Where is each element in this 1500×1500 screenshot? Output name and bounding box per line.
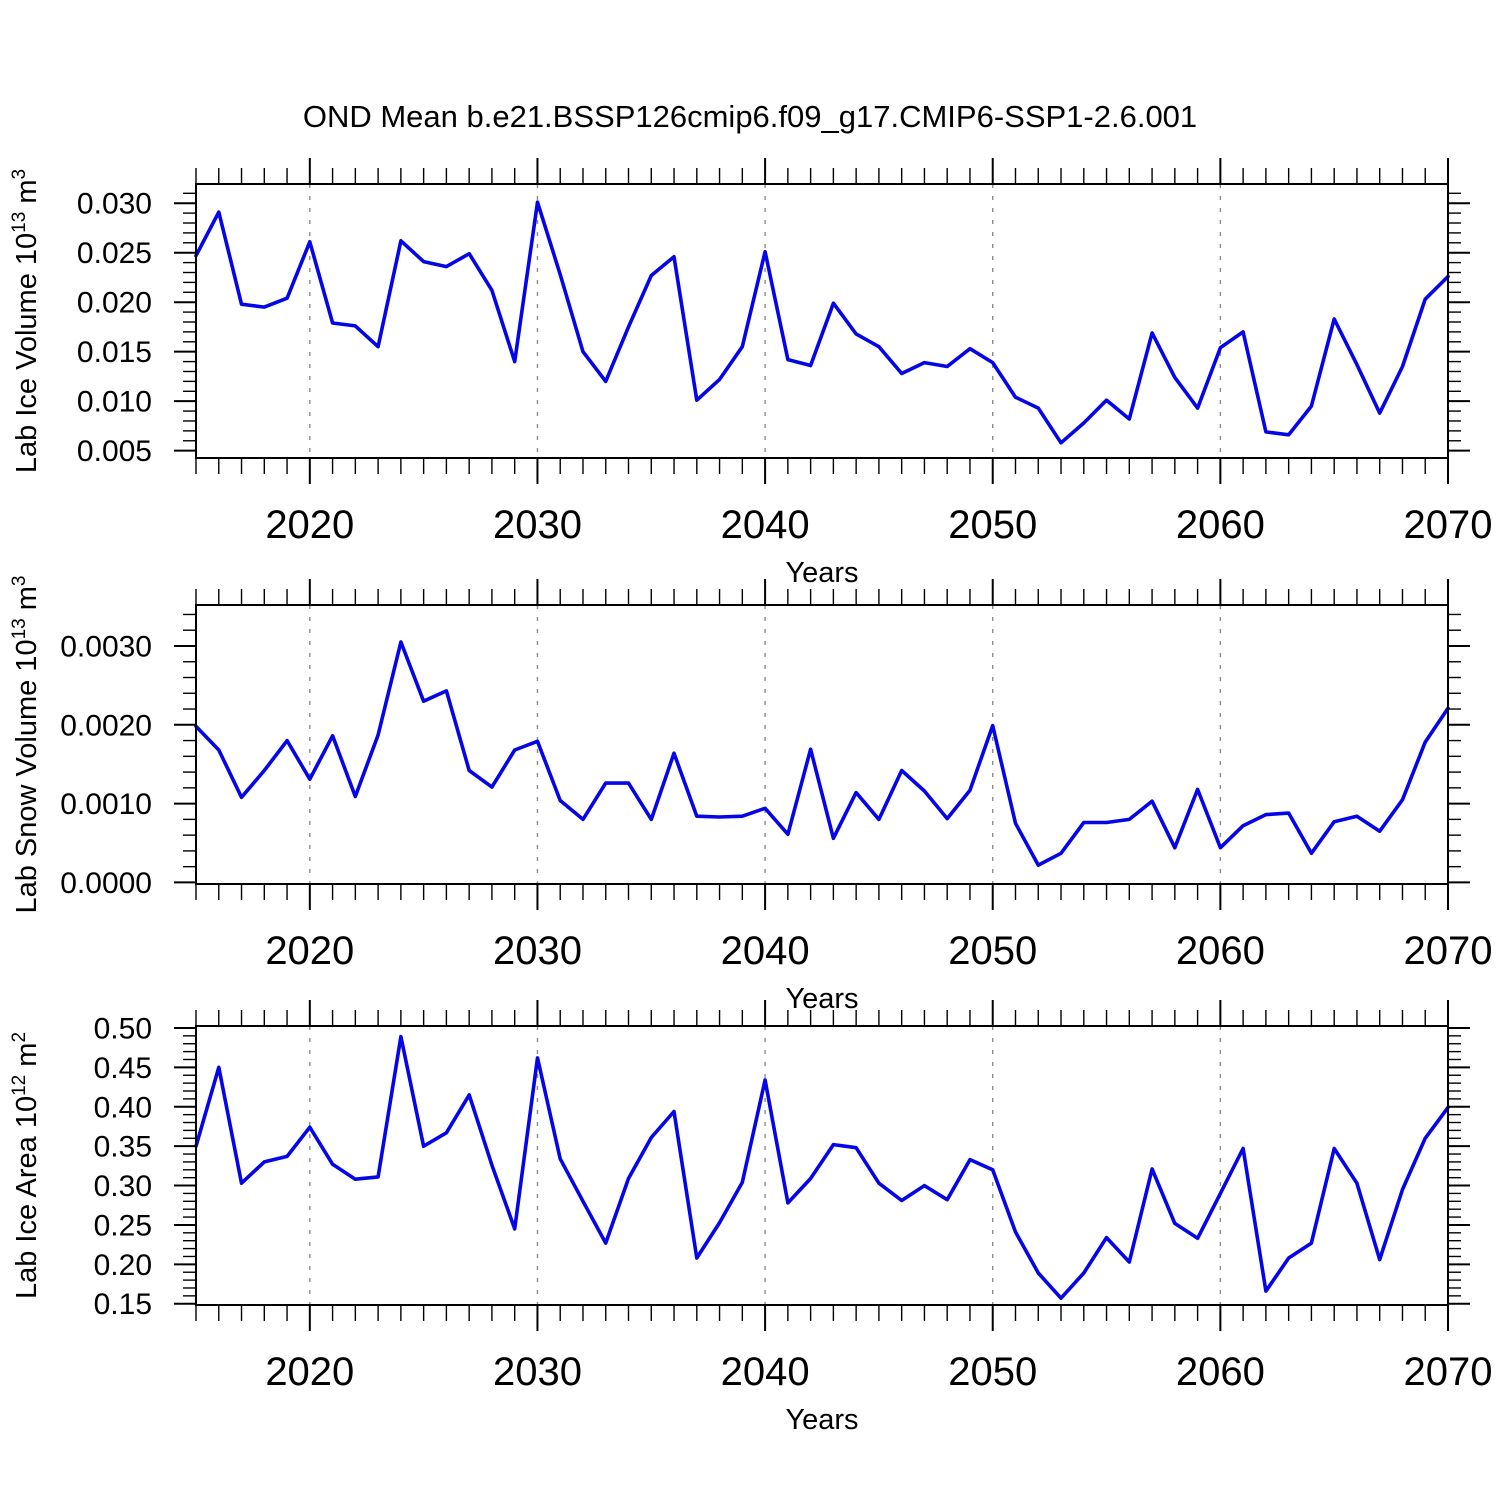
x-tick-label: 2050 [948, 503, 1037, 547]
y-tick-label: 0.0000 [60, 867, 152, 900]
x-tick-label: 2050 [948, 1350, 1037, 1394]
series-line [194, 200, 1450, 445]
y-tick-label: 0.50 [94, 1012, 152, 1045]
x-ticks [195, 579, 1449, 910]
x-tick-labels: 2020 2030 2040 2050 2060 2070 [265, 503, 1492, 547]
x-tick-label: 2020 [265, 503, 354, 547]
axis-frame [195, 183, 1449, 459]
series-line [194, 1034, 1450, 1300]
x-tick-labels: 2020 2030 2040 2050 2060 2070 [265, 929, 1492, 973]
y-tick-label: 0.25 [94, 1209, 152, 1242]
axis-frame [195, 604, 1449, 885]
x-tick-label: 2030 [493, 929, 582, 973]
x-tick-label: 2070 [1404, 929, 1493, 973]
y-tick-label: 0.020 [77, 287, 152, 320]
x-tick-label: 2040 [721, 503, 810, 547]
y-tick-label: 0.015 [77, 336, 152, 369]
y-tick-label: 0.010 [77, 386, 152, 419]
x-tick-label: 2020 [265, 929, 354, 973]
y-tick-label: 0.0010 [60, 788, 152, 821]
x-tick-label: 2070 [1404, 503, 1493, 547]
x-tick-label: 2020 [265, 1350, 354, 1394]
y-ticks: 0.005 0.010 0.015 0.020 0.025 0.030 [77, 188, 1470, 468]
axis-frame [195, 1025, 1449, 1306]
y-tick-label: 0.30 [94, 1170, 152, 1203]
panel-3: 0.15 0.20 0.25 0.30 0.35 0.40 0.45 0.50 2020 2030… [9, 1000, 1492, 1436]
y-ticks: 0.15 0.20 0.25 0.30 0.35 0.40 0.45 0.50 [94, 1012, 1470, 1321]
y-tick-label: 0.030 [77, 188, 152, 221]
y-tick-label: 0.005 [77, 435, 152, 468]
x-tick-label: 2030 [493, 1350, 582, 1394]
y-tick-label: 0.15 [94, 1288, 152, 1321]
x-axis-title: Years [785, 557, 858, 589]
y-axis-title: Lab Ice Volume 1013 m3 [9, 169, 43, 473]
y-tick-label: 0.0020 [60, 709, 152, 742]
y-axis-title: Lab Ice Area 1012 m2 [9, 1032, 43, 1299]
y-tick-label: 0.35 [94, 1131, 152, 1164]
y-tick-label: 0.40 [94, 1091, 152, 1124]
x-tick-label: 2070 [1404, 1350, 1493, 1394]
x-tick-label: 2060 [1176, 1350, 1265, 1394]
gridlines [309, 184, 1222, 458]
x-tick-label: 2040 [721, 929, 810, 973]
y-tick-label: 0.0030 [60, 630, 152, 663]
x-ticks [195, 1000, 1449, 1331]
panel-2: 0.0000 0.0010 0.0020 0.0030 2020 2030 2040 2050… [9, 575, 1492, 1015]
x-tick-labels: 2020 2030 2040 2050 2060 2070 [265, 1350, 1492, 1394]
x-tick-label: 2060 [1176, 929, 1265, 973]
y-axis-title: Lab Snow Volume 1013 m3 [9, 575, 43, 913]
chart-title: OND Mean b.e21.BSSP126cmip6.f09_g17.CMIP… [302, 99, 1198, 134]
x-axis-title: Years [785, 983, 858, 1015]
x-tick-label: 2040 [721, 1350, 810, 1394]
x-tick-label: 2060 [1176, 503, 1265, 547]
y-tick-label: 0.45 [94, 1052, 152, 1085]
y-tick-label: 0.025 [77, 237, 152, 270]
series-line [194, 640, 1450, 867]
x-tick-label: 2030 [493, 503, 582, 547]
x-tick-label: 2050 [948, 929, 1037, 973]
y-tick-label: 0.20 [94, 1249, 152, 1282]
x-ticks [195, 158, 1449, 484]
y-ticks: 0.0000 0.0010 0.0020 0.0030 [60, 613, 1470, 900]
x-axis-title: Years [785, 1404, 858, 1436]
